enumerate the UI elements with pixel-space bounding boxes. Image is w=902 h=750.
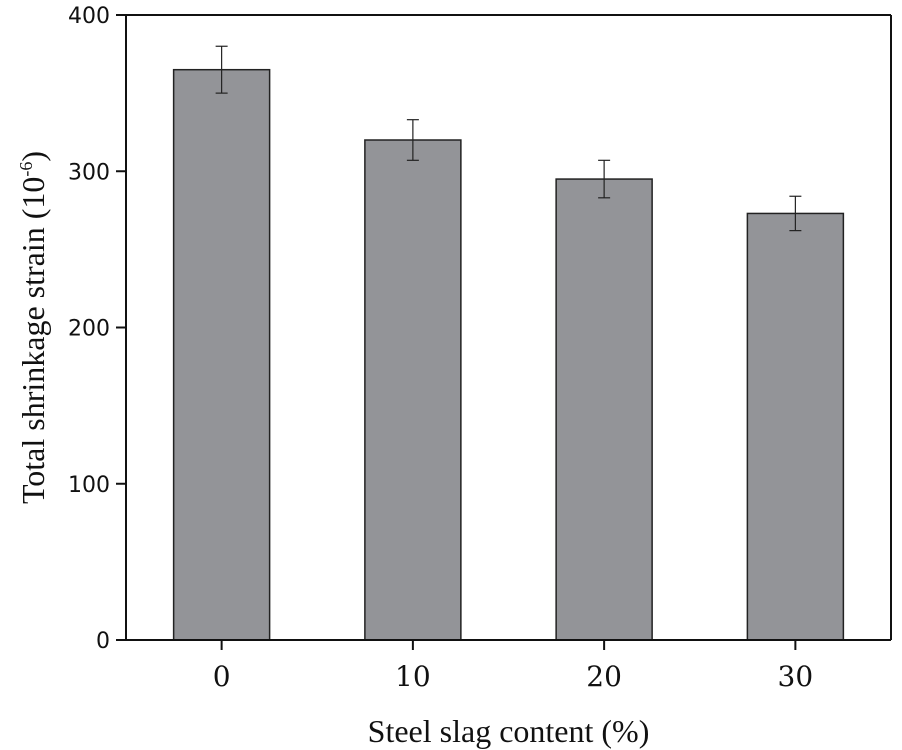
bar <box>746 212 845 641</box>
y-tick-label: 0 <box>96 629 110 654</box>
ticks: 0 100 200 300 400 0 10 20 30 <box>68 4 813 693</box>
bar <box>364 139 462 641</box>
y-tick-label: 400 <box>68 4 110 29</box>
y-axis-title-main: Total shrinkage strain (10 <box>15 177 51 504</box>
x-tick-label: 0 <box>213 660 231 693</box>
y-axis-title-close: ) <box>15 151 51 162</box>
x-tick-label: 30 <box>778 660 814 693</box>
y-tick-label: 200 <box>68 317 110 342</box>
y-tick-label: 100 <box>68 473 110 498</box>
y-axis-title-exponent: -6 <box>16 162 36 177</box>
y-tick-label: 300 <box>68 160 110 185</box>
x-tick-label: 10 <box>395 660 431 693</box>
bar <box>555 178 653 641</box>
bar <box>172 68 271 641</box>
x-axis-title: Steel slag content (%) <box>368 713 650 749</box>
x-tick-label: 20 <box>586 660 622 693</box>
y-axis-title: Total shrinkage strain (10-6) <box>15 151 51 504</box>
plot-area <box>172 45 845 641</box>
